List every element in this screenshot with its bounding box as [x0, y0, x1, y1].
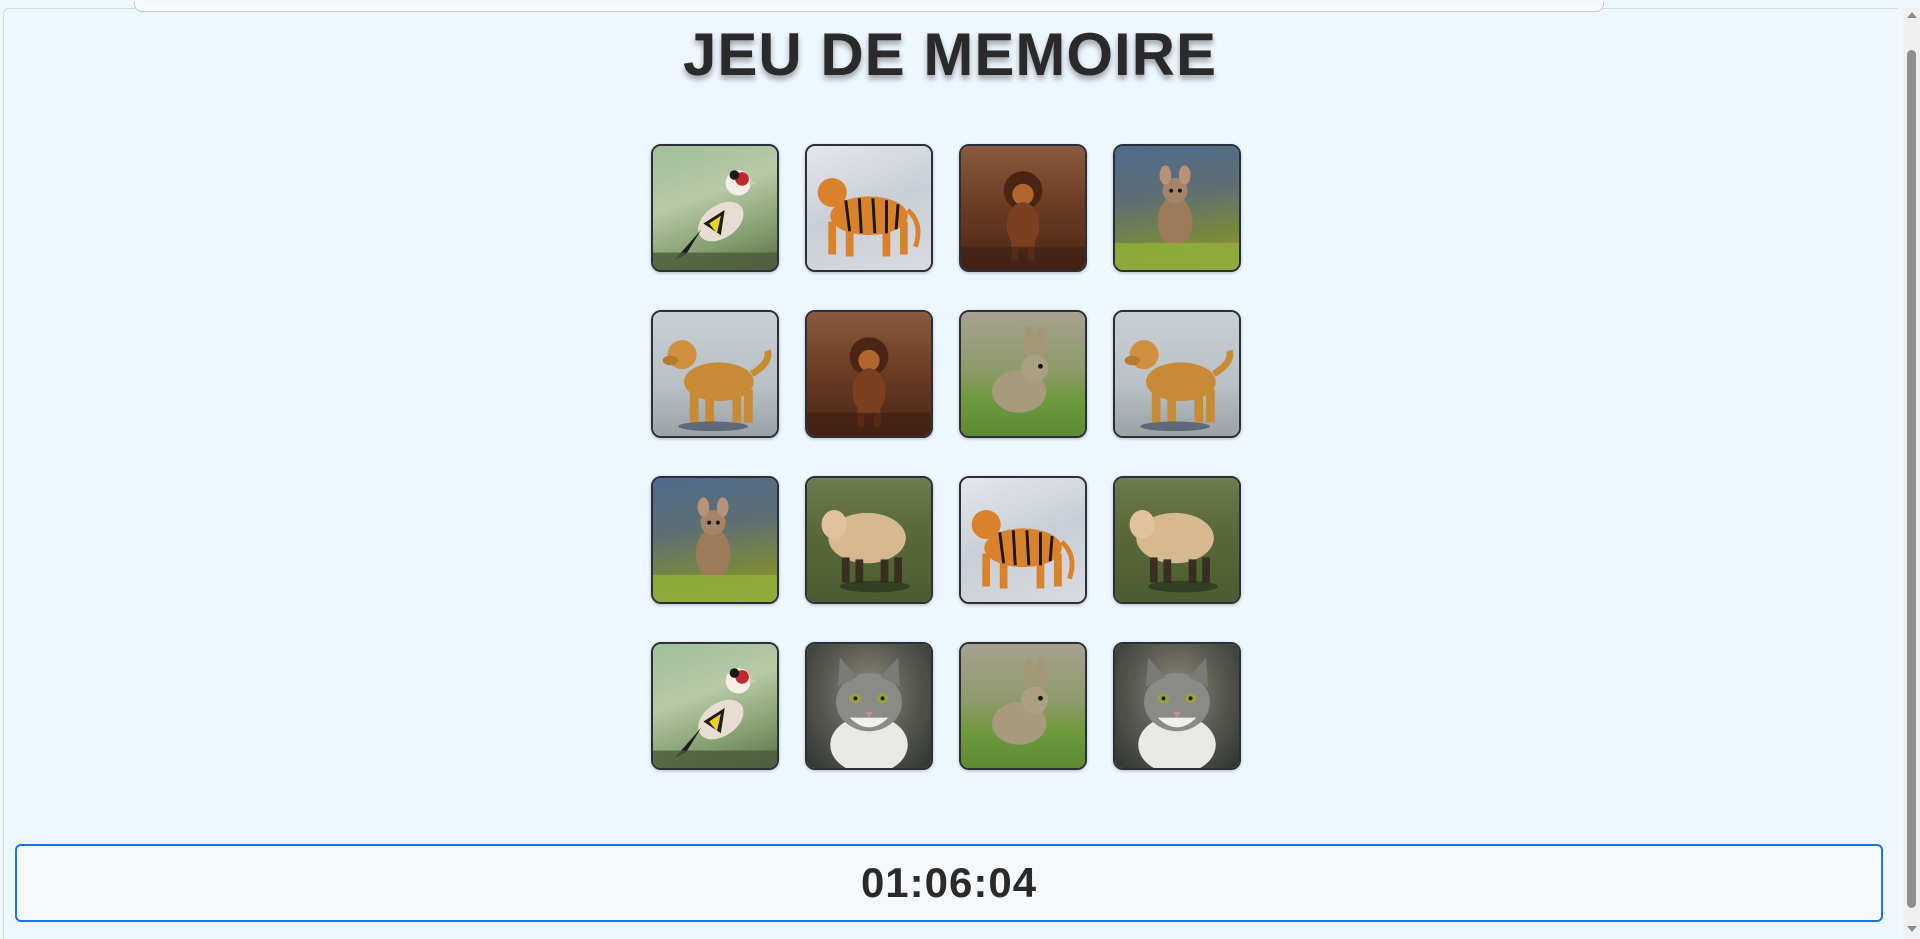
timer-panel: 01:06:04: [15, 844, 1883, 922]
top-bar: [134, 1, 1604, 12]
lion-icon: [807, 312, 931, 436]
goldfinch-icon: [653, 146, 777, 270]
memory-card-9[interactable]: [651, 476, 779, 604]
golden-retriever-icon: [653, 312, 777, 436]
memory-card-12[interactable]: [1113, 476, 1241, 604]
memory-card-15[interactable]: [959, 642, 1087, 770]
goldfinch-icon: [653, 644, 777, 768]
page-title: JEU DE MEMOIRE: [682, 21, 1218, 88]
memory-card-11[interactable]: [959, 476, 1087, 604]
scroll-down-arrow-icon[interactable]: [1907, 926, 1917, 932]
memory-card-16[interactable]: [1113, 642, 1241, 770]
lion-icon: [961, 146, 1085, 270]
memory-card-13[interactable]: [651, 642, 779, 770]
scroll-up-arrow-icon[interactable]: [1907, 12, 1917, 18]
tiger-icon: [961, 478, 1085, 602]
memory-card-grid: [651, 144, 1241, 770]
memory-card-4[interactable]: [1113, 144, 1241, 272]
cat-icon: [1115, 644, 1239, 768]
memory-card-1[interactable]: [651, 144, 779, 272]
rabbit-icon: [961, 644, 1085, 768]
sheep-icon: [1115, 478, 1239, 602]
vertical-scrollbar[interactable]: [1903, 8, 1920, 938]
memory-card-8[interactable]: [1113, 310, 1241, 438]
mouse-icon: [653, 478, 777, 602]
golden-retriever-icon: [1115, 312, 1239, 436]
memory-card-6[interactable]: [805, 310, 933, 438]
memory-card-10[interactable]: [805, 476, 933, 604]
memory-card-7[interactable]: [959, 310, 1087, 438]
sheep-icon: [807, 478, 931, 602]
memory-card-14[interactable]: [805, 642, 933, 770]
memory-card-2[interactable]: [805, 144, 933, 272]
content-frame: [3, 1, 1898, 939]
timer-display: 01:06:04: [860, 859, 1038, 906]
cat-icon: [807, 644, 931, 768]
rabbit-icon: [961, 312, 1085, 436]
memory-card-3[interactable]: [959, 144, 1087, 272]
mouse-icon: [1115, 146, 1239, 270]
tiger-icon: [807, 146, 931, 270]
memory-card-5[interactable]: [651, 310, 779, 438]
scroll-thumb[interactable]: [1907, 50, 1916, 908]
